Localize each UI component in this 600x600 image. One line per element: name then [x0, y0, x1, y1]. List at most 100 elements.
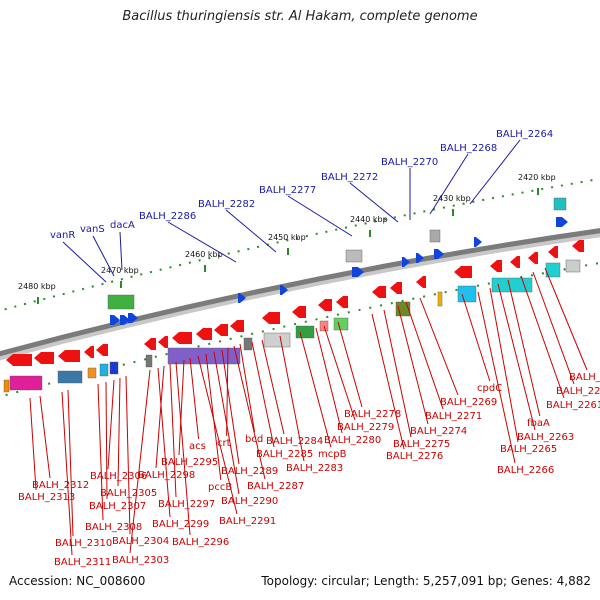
forward-leader-line: [92, 235, 115, 277]
reverse-leader-line: [239, 343, 256, 433]
reverse-leader-line: [315, 327, 343, 434]
reverse-gene-arrow: [548, 246, 558, 258]
reverse-leader-line: [489, 287, 519, 443]
reverse-gene-arrow: [336, 296, 348, 308]
kbp-label-2430-kbp: 2430 kbp: [433, 194, 471, 203]
reverse-gene-arrow: [372, 286, 386, 298]
feature-block: [295, 325, 315, 339]
forward-gene-arrow: [128, 313, 138, 323]
reverse-leader-line: [29, 397, 37, 491]
reverse-gene-label-balh-2260: BALH_2260: [556, 386, 600, 397]
reverse-gene-label-balh-2311: BALH_2311: [54, 557, 111, 568]
reverse-leader-line: [383, 309, 412, 438]
reverse-leader-line: [226, 347, 229, 437]
reverse-leader-line: [157, 367, 171, 518]
forward-gene-arrow: [434, 249, 444, 259]
reverse-leader-line: [221, 349, 240, 465]
reverse-gene-label-balh-2303: BALH_2303: [112, 555, 169, 566]
reverse-gene-label-balh-2290: BALH_2290: [221, 496, 278, 507]
reverse-leader-line: [337, 321, 363, 408]
forward-gene-label-vans: vanS: [80, 224, 105, 235]
reverse-leader-line: [323, 325, 356, 421]
reverse-gene-label-balh-2259: BALH_2259: [569, 372, 600, 383]
reverse-gene-label-balh-2261: BALH_2261: [546, 400, 600, 411]
reverse-gene-label-balh-2275: BALH_2275: [393, 439, 450, 450]
reverse-gene-label-balh-2304: BALH_2304: [112, 536, 169, 547]
reverse-gene-arrow: [510, 256, 520, 268]
reverse-leader-line: [61, 391, 73, 556]
reverse-gene-labels: BALH_2259 BALH_2260 BALH_2261 fbaA BALH_2263…: [18, 267, 600, 568]
reverse-leader-line: [107, 379, 115, 470]
reverse-leader-line: [105, 381, 108, 500]
feature-block: [345, 249, 363, 263]
forward-gene-label-balh-2264: BALH_2264: [496, 129, 553, 140]
reverse-leader-line: [213, 351, 240, 495]
forward-gene-label-vanr: vanR: [50, 230, 75, 241]
reverse-leader-line: [461, 293, 491, 382]
reverse-leader-line: [279, 335, 305, 462]
reverse-leader-line: [251, 341, 275, 448]
reverse-gene-label-balh-2297: BALH_2297: [158, 499, 215, 510]
forward-leader-line: [225, 209, 277, 253]
forward-gene-label-balh-2272: BALH_2272: [321, 172, 378, 183]
reverse-leader-line: [39, 395, 51, 479]
reverse-gene-label-balh-2280: BALH_2280: [324, 435, 381, 446]
reverse-leader-line: [175, 361, 191, 536]
reverse-gene-label-balh-2289: BALH_2289: [221, 466, 278, 477]
reverse-gene-label-acs: acs: [189, 441, 206, 452]
reverse-leader-line: [155, 365, 165, 469]
reverse-gene-label-balh-2291: BALH_2291: [219, 516, 276, 527]
reverse-gene-arrow: [390, 282, 402, 294]
reverse-leader-line: [129, 369, 151, 554]
reverse-gene-label-balh-2265: BALH_2265: [500, 444, 557, 455]
reverse-leader-line: [233, 345, 266, 480]
reverse-gene-arrow: [528, 252, 538, 264]
reverse-leader-line: [371, 313, 405, 450]
forward-leader-line: [287, 195, 353, 237]
map-title: Bacillus thuringiensis str. Al Hakam, co…: [122, 9, 478, 24]
forward-gene-arrow: [416, 253, 424, 263]
forward-gene-arrow: [556, 217, 568, 227]
reverse-leader-line: [67, 389, 74, 537]
feature-block: [87, 367, 97, 379]
reverse-gene-arrow: [84, 346, 94, 358]
reverse-gene-arrow: [572, 240, 584, 252]
reverse-leader-line: [261, 339, 285, 435]
reverse-gene-label-balh-2305: BALH_2305: [100, 488, 157, 499]
kbp-label-2460-kbp: 2460 kbp: [185, 250, 223, 259]
reverse-gene-label-cpdc: cpdC: [477, 383, 502, 394]
reverse-gene-label-balh-2308: BALH_2308: [85, 522, 142, 533]
forward-gene-arrow: [120, 315, 130, 325]
forward-leader-line: [62, 241, 107, 283]
reverse-gene-arrow: [144, 338, 156, 350]
feature-block: [99, 363, 109, 377]
feature-block: [429, 229, 441, 243]
forward-gene-arrow: [280, 285, 288, 295]
reverse-gene-arrow: [34, 352, 54, 364]
feature-block: [553, 197, 567, 211]
forward-leader-line: [429, 153, 469, 215]
forward-gene-arrow: [352, 267, 364, 277]
reverse-gene-label-balh-2279: BALH_2279: [337, 422, 394, 433]
reverse-gene-label-balh-2299: BALH_2299: [152, 519, 209, 530]
feature-block: [107, 294, 135, 310]
reverse-leader-line: [497, 283, 536, 431]
kbp-scale: 2420 kbp 2430 kbp 2440 kbp 2450 kbp 2460 kbp…: [18, 173, 556, 304]
reverse-gene-label-balh-2266: BALH_2266: [497, 465, 554, 476]
reverse-gene-label-bcd: bcd: [245, 434, 263, 445]
reverse-gene-arrow: [158, 336, 168, 348]
reverse-gene-label-balh-2283: BALH_2283: [286, 463, 343, 474]
reverse-gene-arrow: [262, 312, 280, 324]
forward-gene-label-balh-2282: BALH_2282: [198, 199, 255, 210]
kbp-label-2420-kbp: 2420 kbp: [518, 173, 556, 182]
reverse-gene-label-balh-2285: BALH_2285: [256, 449, 313, 460]
reverse-gene-label-balh-2313: BALH_2313: [18, 492, 75, 503]
reverse-leader-line: [520, 275, 565, 399]
reverse-gene-arrow: [196, 328, 212, 340]
reverse-gene-label-balh-2296: BALH_2296: [172, 537, 229, 548]
forward-gene-label-balh-2268: BALH_2268: [440, 143, 497, 154]
feature-block: [457, 285, 477, 303]
feature-block: [145, 354, 153, 368]
